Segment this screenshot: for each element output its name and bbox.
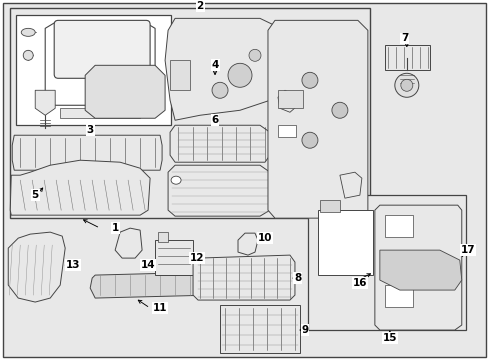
Polygon shape bbox=[168, 165, 269, 216]
Polygon shape bbox=[35, 90, 55, 115]
Bar bbox=[60, 108, 140, 118]
Text: 6: 6 bbox=[211, 115, 218, 125]
Polygon shape bbox=[277, 90, 297, 112]
Circle shape bbox=[227, 63, 251, 87]
Text: 7: 7 bbox=[400, 33, 407, 43]
Bar bbox=[16, 15, 171, 125]
Polygon shape bbox=[165, 18, 294, 120]
Circle shape bbox=[301, 72, 317, 88]
Circle shape bbox=[248, 49, 261, 61]
Text: 13: 13 bbox=[66, 260, 80, 270]
Text: 14: 14 bbox=[141, 260, 155, 270]
Ellipse shape bbox=[21, 28, 35, 36]
Text: 15: 15 bbox=[382, 333, 396, 343]
Polygon shape bbox=[267, 21, 367, 218]
Bar bbox=[10, 8, 369, 218]
Polygon shape bbox=[379, 250, 461, 290]
FancyBboxPatch shape bbox=[54, 21, 150, 78]
Text: 12: 12 bbox=[189, 253, 204, 263]
Bar bbox=[384, 285, 412, 307]
Text: 8: 8 bbox=[294, 273, 301, 283]
Circle shape bbox=[394, 73, 418, 97]
Circle shape bbox=[301, 132, 317, 148]
Text: 5: 5 bbox=[32, 190, 39, 200]
Bar bbox=[384, 45, 429, 70]
Polygon shape bbox=[193, 255, 294, 300]
Bar bbox=[158, 232, 168, 242]
Bar bbox=[170, 60, 190, 90]
Bar bbox=[220, 305, 299, 353]
Text: 2: 2 bbox=[196, 1, 203, 12]
Polygon shape bbox=[238, 233, 258, 255]
Bar bbox=[384, 215, 412, 237]
Bar bbox=[319, 200, 339, 212]
Text: 11: 11 bbox=[153, 303, 167, 313]
Text: 10: 10 bbox=[257, 233, 272, 243]
Ellipse shape bbox=[171, 176, 181, 184]
Circle shape bbox=[212, 82, 227, 98]
Bar bbox=[277, 125, 295, 137]
Circle shape bbox=[331, 102, 347, 118]
Polygon shape bbox=[45, 22, 155, 105]
Text: 4: 4 bbox=[211, 60, 218, 70]
Text: 9: 9 bbox=[301, 325, 308, 335]
Polygon shape bbox=[10, 160, 150, 215]
Polygon shape bbox=[115, 228, 142, 258]
Bar bbox=[155, 240, 193, 275]
Polygon shape bbox=[374, 205, 461, 330]
Text: 3: 3 bbox=[86, 125, 94, 135]
Text: 1: 1 bbox=[111, 223, 119, 233]
Polygon shape bbox=[12, 135, 162, 170]
Circle shape bbox=[23, 50, 33, 60]
Polygon shape bbox=[90, 272, 215, 298]
Circle shape bbox=[400, 79, 412, 91]
Polygon shape bbox=[85, 65, 165, 118]
Text: 17: 17 bbox=[460, 245, 474, 255]
Bar bbox=[317, 210, 372, 275]
Text: 16: 16 bbox=[352, 278, 366, 288]
Polygon shape bbox=[339, 172, 361, 198]
Polygon shape bbox=[8, 232, 65, 302]
Bar bbox=[277, 90, 303, 108]
Polygon shape bbox=[170, 125, 269, 162]
Bar bbox=[307, 195, 465, 330]
